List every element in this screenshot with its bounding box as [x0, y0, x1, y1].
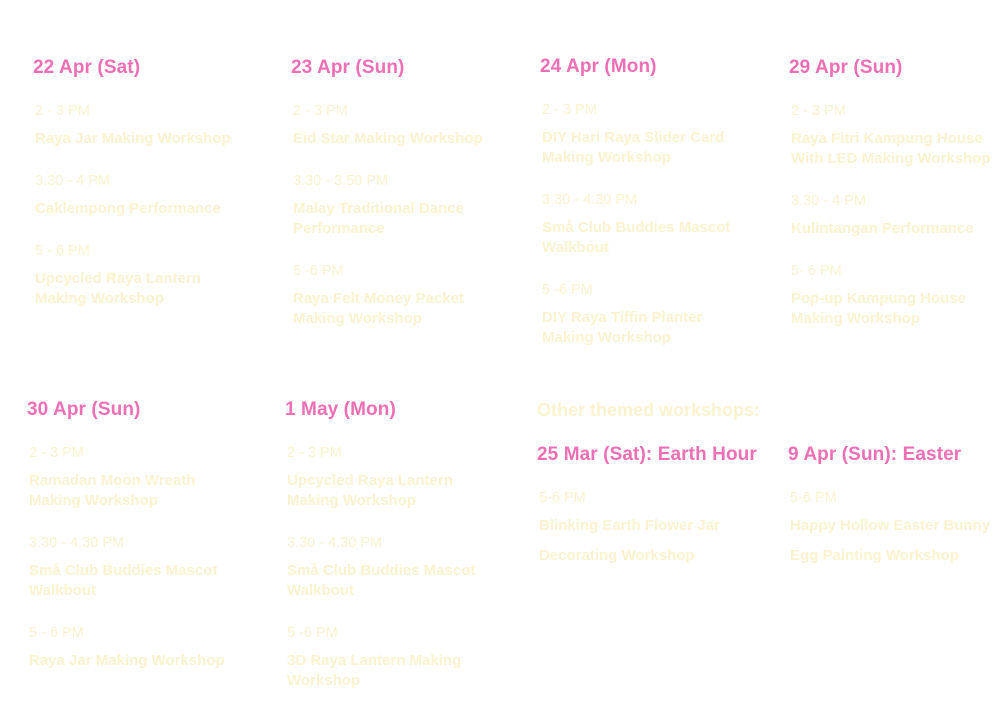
event-title: Caklempong Performance [35, 200, 221, 217]
event: 5-6 PM Blinking Earth Flower Jar Decorat… [539, 488, 782, 566]
event-title-line1: Blinking Earth Flower Jar [539, 517, 720, 534]
date-heading: 29 Apr (Sun) [789, 57, 903, 78]
day-1-may: 1 May (Mon) 2 - 3 PM Upcycled Raya Lante… [285, 399, 500, 713]
date-heading: 30 Apr (Sun) [27, 399, 141, 420]
event-title: Upcycled Raya Lantern Making Workshop [35, 270, 201, 307]
event-time: 5 -6 PM [542, 282, 593, 298]
event-time: 5 -6 PM [293, 263, 344, 279]
easter-workshop: 9 Apr (Sun): Easter 5-6 PM Happy Hollow … [788, 444, 1003, 588]
event-time: 5 - 6 PM [35, 243, 90, 259]
event: 2 - 3 PM Eid Star Making Workshop [293, 101, 531, 149]
event-title: Upcycled Raya Lantern Making Workshop [287, 472, 453, 509]
event-title: DIY Hari Raya Slider Card Making Worksho… [542, 129, 725, 166]
event-title: Små Club Buddies Mascot Walkbout [287, 562, 476, 599]
event-title: Raya Jar Making Workshop [29, 652, 225, 669]
event-time: 5- 6 PM [791, 263, 842, 279]
event-title: Pop-up Kampung House Making Workshop [791, 290, 966, 327]
event-title: Små Club Buddies Mascot Walkbout [542, 219, 731, 256]
event: 5 - 6 PM Upcycled Raya Lantern Making Wo… [35, 241, 235, 309]
event: 3.30 - 4.30 PM Små Club Buddies Mascot W… [287, 533, 500, 601]
event-time: 2 - 3 PM [791, 103, 846, 119]
event-title: Raya Felt Money Packet Making Workshop [293, 290, 464, 327]
date-heading: 25 Mar (Sat): Earth Hour [537, 444, 757, 465]
event-time: 5-6 PM [790, 490, 837, 506]
date-heading: 1 May (Mon) [285, 399, 396, 420]
event-time: 3.30 - 3.50 PM [293, 173, 389, 189]
event-title: Kulintangan Performance [791, 220, 974, 237]
event: 2 - 3 PM Raya Fitri Kampung House With L… [791, 101, 1003, 169]
event-time: 5 - 6 PM [29, 625, 84, 641]
day-24-apr: 24 Apr (Mon) 2 - 3 PM DIY Hari Raya Slid… [540, 56, 755, 370]
day-23-apr: 23 Apr (Sun) 2 - 3 PM Eid Star Making Wo… [291, 57, 531, 351]
event-time: 2 - 3 PM [287, 445, 342, 461]
event: 5 -6 PM DIY Raya Tiffin Planter Making W… [542, 280, 755, 348]
date-heading: 23 Apr (Sun) [291, 57, 405, 78]
event-time: 2 - 3 PM [35, 103, 90, 119]
event: 3.30 - 4.30 PM Små Club Buddies Mascot W… [542, 190, 755, 258]
date-heading: 9 Apr (Sun): Easter [788, 444, 962, 465]
event-time: 3.30 - 4.30 PM [542, 192, 638, 208]
event-time: 5-6 PM [539, 490, 586, 506]
event-time: 3.30 - 4.30 PM [287, 535, 383, 551]
date-heading: 22 Apr (Sat) [33, 57, 141, 78]
event: 3.30 - 4 PM Caklempong Performance [35, 171, 273, 219]
event: 2 - 3 PM DIY Hari Raya Slider Card Makin… [542, 100, 755, 168]
day-29-apr: 29 Apr (Sun) 2 - 3 PM Raya Fitri Kampung… [789, 57, 1003, 351]
event-title: Raya Fitri Kampung House With LED Making… [791, 130, 991, 167]
event: 5-6 PM Happy Hollow Easter Bunny Egg Pai… [790, 488, 1003, 566]
event: 5 -6 PM Raya Felt Money Packet Making Wo… [293, 261, 493, 329]
event: 5 -6 PM 3D Raya Lantern Making Workshop [287, 623, 487, 691]
event-title: Eid Star Making Workshop [293, 130, 483, 147]
event: 2 - 3 PM Upcycled Raya Lantern Making Wo… [287, 443, 500, 511]
event-time: 3.30 - 4.30 PM [29, 535, 125, 551]
event-time: 3.30 - 4 PM [35, 173, 110, 189]
event-title: 3D Raya Lantern Making Workshop [287, 652, 462, 689]
event-title: Ramadan Moon Wreath Making Workshop [29, 472, 196, 509]
event: 3.30 - 3.50 PM Malay Traditional Dance P… [293, 171, 493, 239]
event-time: 2 - 3 PM [293, 103, 348, 119]
event: 3.30 - 4.30 PM Små Club Buddies Mascot W… [29, 533, 242, 601]
event: 5 - 6 PM Raya Jar Making Workshop [29, 623, 242, 671]
event-title: DIY Raya Tiffin Planter Making Workshop [542, 309, 703, 346]
day-22-apr: 22 Apr (Sat) 2 - 3 PM Raya Jar Making Wo… [33, 57, 273, 331]
day-30-apr: 30 Apr (Sun) 2 - 3 PM Ramadan Moon Wreat… [27, 399, 242, 693]
event: 5- 6 PM Pop-up Kampung House Making Work… [791, 261, 991, 329]
event: 2 - 3 PM Raya Jar Making Workshop [35, 101, 273, 149]
event-title: Malay Traditional Dance Performance [293, 200, 464, 237]
event: 2 - 3 PM Ramadan Moon Wreath Making Work… [29, 443, 242, 511]
date-heading: 24 Apr (Mon) [540, 56, 657, 77]
event-time: 2 - 3 PM [29, 445, 84, 461]
event-title: Raya Jar Making Workshop [35, 130, 231, 147]
event-title-line1: Happy Hollow Easter Bunny [790, 517, 991, 534]
event-title-line2: Decorating Workshop [539, 547, 695, 564]
event-time: 3.30 - 4 PM [791, 193, 866, 209]
event-title-line2: Egg Painting Workshop [790, 547, 959, 564]
earth-hour-workshop: 25 Mar (Sat): Earth Hour 5-6 PM Blinking… [537, 444, 782, 588]
event: 3.30 - 4 PM Kulintangan Performance [791, 191, 1003, 239]
event-title: Små Club Buddies Mascot Walkbout [29, 562, 218, 599]
event-time: 2 - 3 PM [542, 102, 597, 118]
event-time: 5 -6 PM [287, 625, 338, 641]
other-workshops-heading: Other themed workshops: [537, 400, 761, 420]
